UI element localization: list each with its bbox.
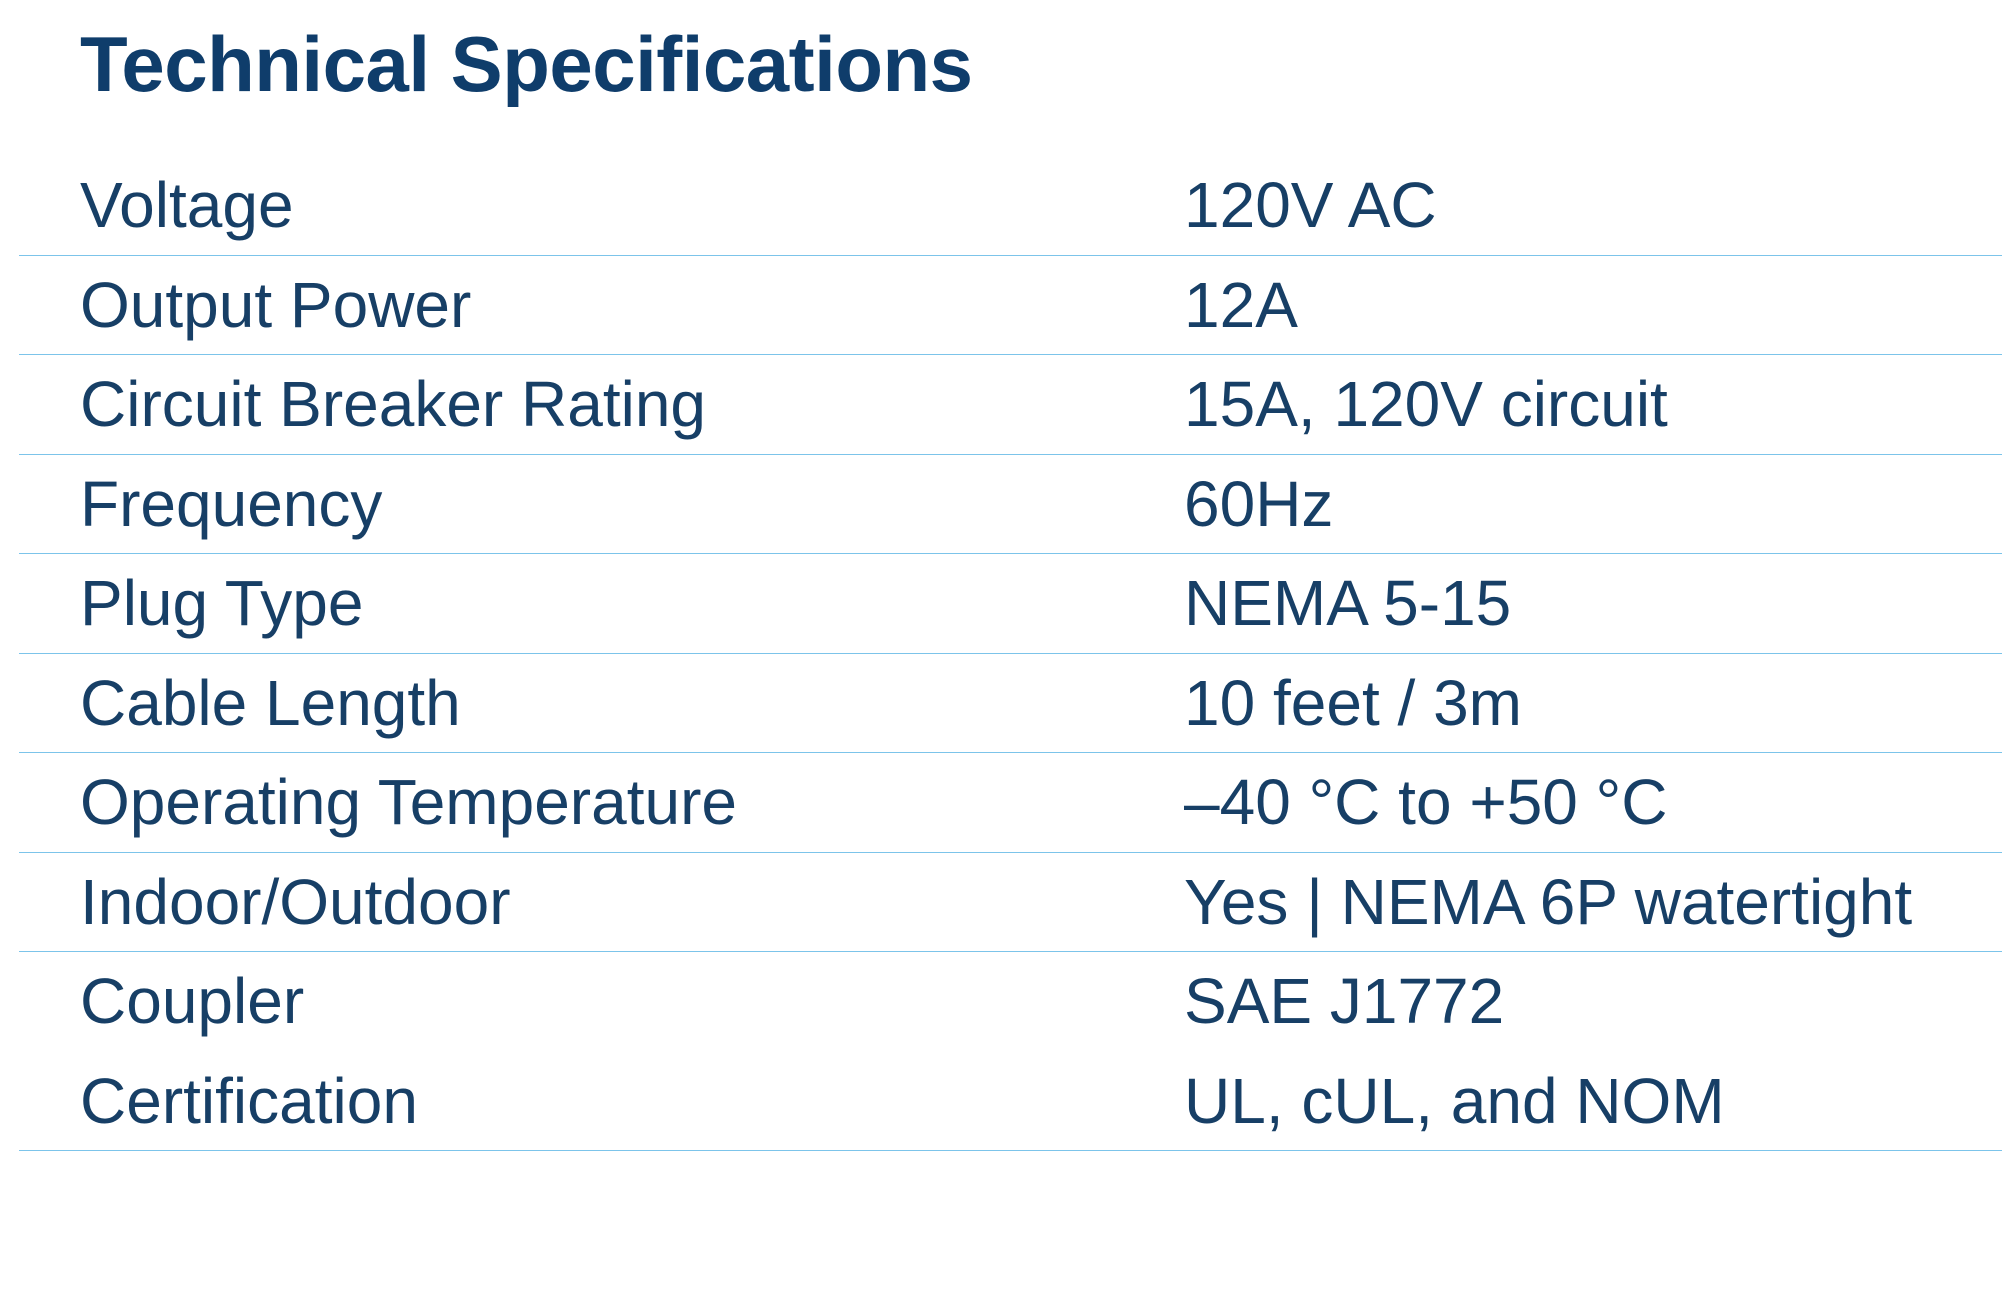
page-title: Technical Specifications <box>80 20 973 108</box>
spec-label: Coupler <box>80 965 305 1037</box>
spec-value: 120V AC <box>1184 169 1437 241</box>
spec-row: Plug Type NEMA 5-15 <box>19 554 2002 654</box>
spec-label: Output Power <box>80 268 472 341</box>
spec-value: SAE J1772 <box>1184 965 1505 1037</box>
spec-row: Frequency 60Hz <box>19 455 2002 554</box>
spec-value: 60Hz <box>1184 467 1334 540</box>
spec-row: Voltage 120V AC <box>19 156 2002 256</box>
spec-row: Coupler SAE J1772 <box>19 952 2002 1052</box>
spec-label: Circuit Breaker Rating <box>80 368 706 440</box>
spec-row: Cable Length 10 feet / 3m <box>19 654 2002 753</box>
spec-value: Yes | NEMA 6P watertight <box>1184 865 1913 938</box>
spec-row: Certification UL, cUL, and NOM <box>19 1052 2002 1151</box>
spec-value: –40 °C to +50 °C <box>1184 766 1668 838</box>
spec-label: Operating Temperature <box>80 766 737 838</box>
spec-table: Voltage 120V AC Output Power 12A Circuit Bre… <box>19 156 2002 1151</box>
spec-label: Plug Type <box>80 567 364 639</box>
spec-label: Frequency <box>80 467 383 540</box>
spec-row: Indoor/Outdoor Yes | NEMA 6P watertight <box>19 853 2002 952</box>
spec-value: 15A, 120V circuit <box>1184 368 1668 440</box>
spec-value: 10 feet / 3m <box>1184 666 1522 739</box>
spec-value: NEMA 5-15 <box>1184 567 1512 639</box>
spec-label: Certification <box>80 1064 418 1137</box>
spec-label: Cable Length <box>80 666 461 739</box>
spec-row: Output Power 12A <box>19 256 2002 355</box>
spec-label: Indoor/Outdoor <box>80 865 511 938</box>
spec-label: Voltage <box>80 169 294 241</box>
spec-row: Circuit Breaker Rating 15A, 120V circuit <box>19 355 2002 455</box>
spec-row: Operating Temperature –40 °C to +50 °C <box>19 753 2002 853</box>
spec-value: 12A <box>1184 268 1298 341</box>
spec-value: UL, cUL, and NOM <box>1184 1064 1725 1137</box>
